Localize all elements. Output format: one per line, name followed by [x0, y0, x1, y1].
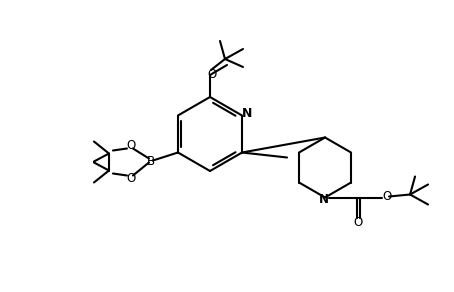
Text: O: O	[207, 67, 217, 81]
Text: B: B	[147, 155, 155, 168]
Text: O: O	[382, 190, 392, 203]
Text: N: N	[319, 193, 329, 206]
Text: O: O	[353, 216, 363, 229]
Text: N: N	[242, 107, 252, 120]
Text: O: O	[126, 172, 136, 185]
Text: O: O	[126, 139, 136, 152]
